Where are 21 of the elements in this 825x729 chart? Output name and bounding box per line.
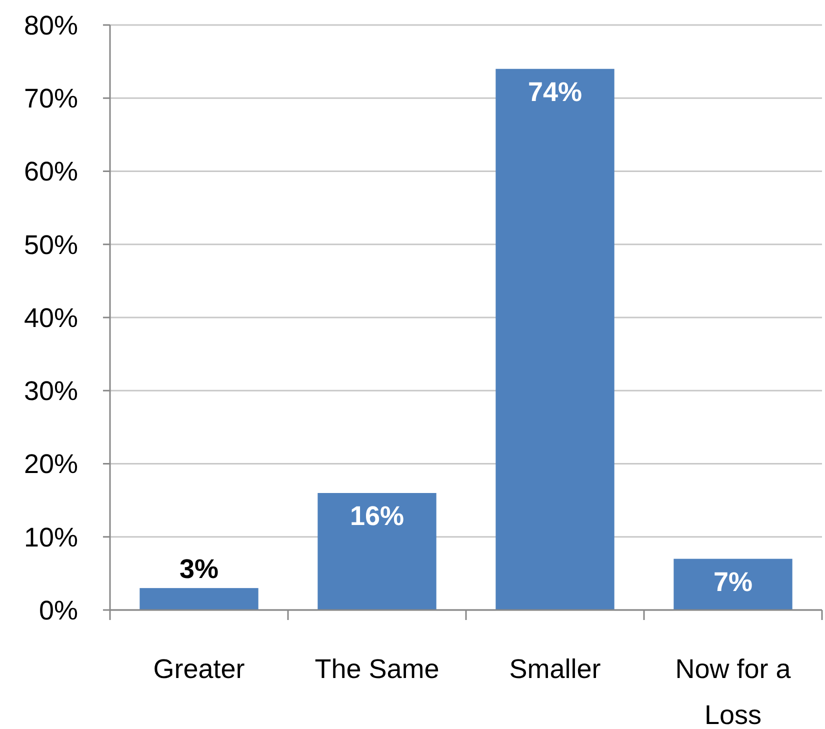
y-tick-label: 70% — [24, 84, 78, 114]
bar — [140, 588, 258, 610]
y-tick-label: 0% — [38, 595, 78, 626]
y-tick-label: 50% — [24, 230, 78, 260]
bar — [674, 558, 792, 610]
y-tick-label: 60% — [24, 156, 78, 187]
y-tick-label: 40% — [24, 302, 78, 333]
x-tick-label: Greater — [153, 654, 245, 684]
y-tick-label: 10% — [24, 522, 78, 552]
data-label: 74% — [528, 76, 582, 107]
x-tick-label: Smaller — [509, 654, 601, 684]
data-label: 7% — [713, 566, 753, 597]
data-label: 16% — [350, 501, 404, 531]
y-tick-label: 80% — [24, 10, 78, 40]
y-tick-label: 30% — [24, 376, 78, 406]
bar — [318, 493, 436, 610]
data-label: 3% — [179, 554, 219, 584]
bar — [496, 68, 614, 610]
y-tick-label: 20% — [24, 449, 78, 480]
x-tick-label: The Same — [314, 654, 440, 684]
x-tick-label: Now for a Loss — [675, 654, 792, 729]
